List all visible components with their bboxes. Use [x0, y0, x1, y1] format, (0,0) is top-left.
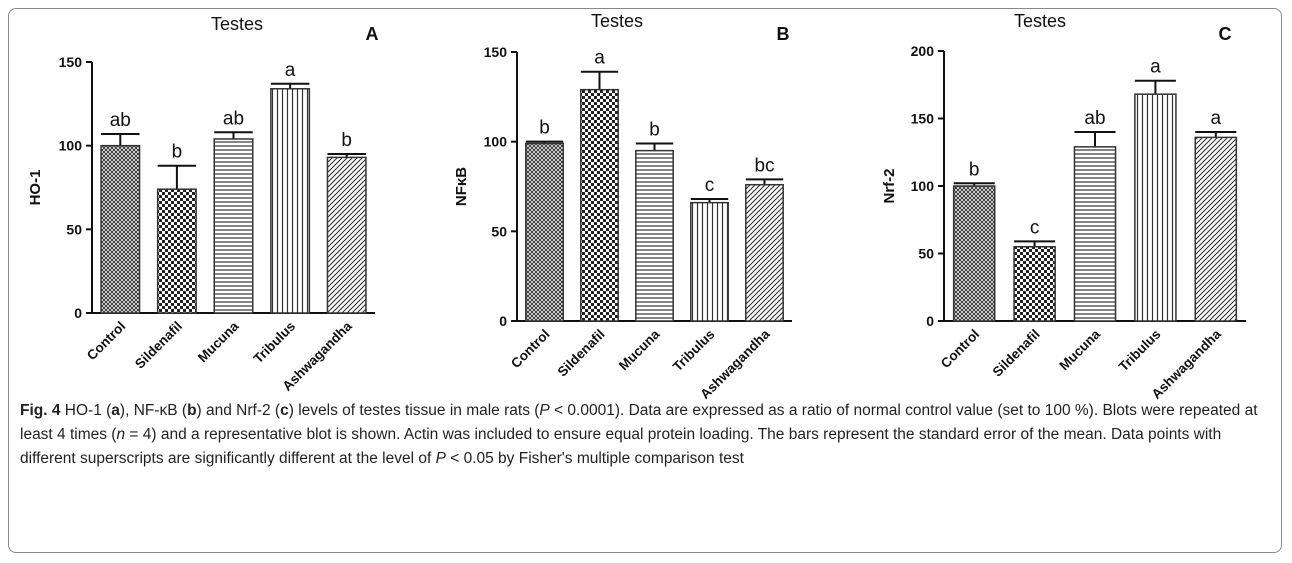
x-tick-label: Sildenafil: [990, 327, 1043, 380]
significance-letter: b: [172, 142, 183, 163]
caption-part: ) levels of testes tissue in male rats (: [288, 402, 540, 419]
y-tick-label: 50: [918, 246, 934, 262]
bar: [270, 88, 311, 314]
bar: [580, 88, 619, 322]
caption-part: Fig. 4: [20, 402, 61, 419]
caption-part: P: [539, 402, 550, 419]
chart-title: Testes: [211, 14, 263, 34]
significance-letter: a: [1150, 57, 1161, 78]
bar: [1013, 246, 1056, 322]
bar: [156, 188, 197, 314]
y-tick-label: 50: [491, 223, 507, 239]
x-tick-label: Mucuna: [1056, 326, 1103, 373]
caption-part: a: [111, 402, 120, 419]
y-tick-label: 150: [484, 44, 508, 60]
chart-title: Testes: [591, 11, 643, 31]
x-tick-label: Mucuna: [616, 326, 663, 373]
panel-label: C: [1219, 24, 1232, 44]
y-axis-label: HO-1: [27, 170, 44, 206]
bar: [326, 156, 367, 314]
caption-part: b: [187, 402, 197, 419]
caption: Fig. 4 HO-1 (a), NF-κB (b) and Nrf-2 (c)…: [20, 399, 1275, 471]
caption-part: P: [435, 450, 446, 467]
y-axis-label: Nrf-2: [881, 168, 898, 203]
x-tick-label: Tribulus: [1116, 327, 1164, 375]
panel-label: A: [366, 24, 379, 44]
bar: [1073, 146, 1117, 322]
bar: [525, 142, 564, 322]
chart-title: Testes: [1014, 11, 1066, 31]
significance-letter: b: [649, 119, 660, 140]
significance-letter: a: [285, 60, 296, 81]
frame: [8, 8, 1282, 553]
bar: [213, 138, 254, 314]
bar: [952, 185, 996, 322]
y-tick-label: 150: [59, 54, 83, 70]
y-tick-label: 100: [911, 178, 935, 194]
caption-part: c: [280, 402, 289, 419]
y-tick-label: 100: [484, 134, 508, 150]
significance-letter: b: [539, 118, 550, 139]
panel-label: B: [777, 24, 790, 44]
y-tick-label: 100: [59, 138, 83, 154]
significance-letter: bc: [754, 155, 774, 176]
caption-part: HO-1 (: [60, 402, 112, 419]
x-tick-label: Sildenafil: [555, 327, 608, 380]
x-tick-label: Tribulus: [250, 319, 298, 367]
y-tick-label: 50: [66, 221, 82, 237]
x-tick-label: Control: [508, 327, 553, 372]
bar: [1134, 93, 1177, 322]
y-tick-label: 0: [74, 305, 82, 321]
significance-letter: a: [1211, 108, 1222, 129]
y-tick-label: 200: [911, 43, 935, 59]
y-tick-label: 0: [499, 313, 507, 329]
bar: [745, 183, 784, 322]
bar: [1194, 136, 1238, 322]
bar: [690, 201, 729, 322]
significance-letter: ab: [223, 108, 244, 129]
significance-letter: b: [969, 159, 980, 180]
caption-part: < 0.05 by Fisher's multiple comparison t…: [445, 450, 744, 467]
significance-letter: c: [1030, 217, 1040, 238]
significance-letter: c: [705, 175, 715, 196]
caption-part: n: [116, 426, 126, 443]
charts: Testes AHO-1050100150abControlbSildenafil…: [27, 11, 1246, 400]
significance-letter: ab: [1084, 108, 1105, 129]
x-tick-label: Sildenafil: [132, 319, 185, 372]
y-tick-label: 0: [926, 313, 934, 329]
significance-letter: ab: [110, 110, 131, 131]
bar: [635, 149, 674, 322]
bar: [100, 144, 141, 314]
caption-part: ) and Nrf-2 (: [196, 402, 281, 419]
significance-letter: a: [594, 48, 605, 69]
x-tick-label: Mucuna: [195, 318, 242, 365]
x-tick-label: Control: [938, 327, 983, 372]
x-tick-label: Control: [84, 319, 129, 364]
caption-part: = 4) and a representative blot is shown.…: [20, 426, 1222, 467]
y-tick-label: 150: [911, 111, 935, 127]
y-axis-label: NFκB: [453, 167, 470, 206]
caption-part: ), NF-κB (: [119, 402, 188, 419]
significance-letter: b: [341, 130, 352, 151]
x-tick-label: Tribulus: [670, 327, 718, 375]
caption-part: < 0.0001). Data are expressed as a ratio…: [20, 402, 1258, 443]
